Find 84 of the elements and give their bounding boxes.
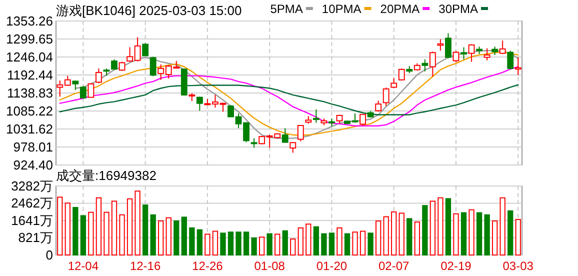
- y-tick-label: 924.40: [13, 158, 53, 172]
- bar: [321, 233, 327, 256]
- y-tick-label: 1031.62: [6, 122, 53, 136]
- legend-label: 20PMA: [380, 2, 420, 16]
- candlestick: [96, 68, 102, 84]
- y-tick-label: 1641万: [11, 213, 53, 228]
- legend-label: 5PMA: [270, 2, 303, 16]
- candlestick: [250, 138, 258, 148]
- bar: [80, 215, 86, 256]
- bar: [406, 218, 412, 256]
- candlestick: [398, 68, 405, 82]
- bar: [236, 232, 242, 256]
- x-tick-label: 02-19: [440, 259, 472, 273]
- candlestick: [468, 44, 475, 62]
- candlestick: [452, 50, 460, 63]
- candlestick: [282, 128, 288, 144]
- candlestick: [460, 46, 467, 60]
- candlestick: [118, 61, 126, 72]
- x-tick-label: 01-08: [254, 259, 286, 273]
- bar: [422, 205, 428, 256]
- candlestick: [80, 85, 86, 100]
- candlestick: [375, 100, 382, 112]
- chart-title: 成交量:16949382: [56, 168, 156, 183]
- candlestick: [507, 50, 514, 70]
- y-tick-label: 1085.22: [6, 104, 53, 118]
- x-tick-label: 12-04: [68, 259, 99, 273]
- bar: [243, 232, 250, 256]
- bar: [313, 226, 320, 256]
- x-tick-label: 03-03: [502, 259, 534, 273]
- bar: [196, 229, 203, 256]
- candlestick: [437, 38, 444, 52]
- bar: [72, 206, 78, 256]
- bar: [150, 214, 156, 256]
- candlestick: [297, 125, 304, 142]
- y-tick-label: 1192.44: [6, 68, 53, 82]
- y-tick-label: 2462万: [11, 196, 53, 211]
- bar: [174, 220, 180, 256]
- y-tick-label: 3282万: [11, 178, 53, 194]
- candlestick: [360, 114, 366, 126]
- candlestick: [445, 32, 452, 59]
- candlestick: [88, 82, 94, 98]
- bar: [266, 233, 272, 256]
- candlestick: [429, 51, 436, 77]
- candlestick: [422, 58, 428, 72]
- bar: [189, 227, 195, 256]
- candlestick: [142, 42, 149, 57]
- bar: [508, 210, 514, 256]
- y-tick-label: 0: [46, 248, 53, 262]
- bar: [220, 232, 226, 256]
- bar: [328, 232, 335, 256]
- bar: [251, 237, 257, 256]
- y-tick-label: 1299.65: [6, 32, 53, 46]
- y-tick-label: 821万: [18, 230, 53, 246]
- bar: [344, 233, 350, 256]
- legend-label: 10PMA: [322, 2, 362, 16]
- x-tick-label: 02-07: [378, 259, 410, 273]
- candlestick: [390, 78, 398, 89]
- legend-label: 30PMA: [438, 2, 478, 16]
- bar: [228, 232, 234, 256]
- bar: [142, 204, 148, 256]
- candlestick: [312, 108, 320, 124]
- candlestick: [111, 58, 118, 70]
- bar: [476, 212, 482, 256]
- candlestick: [382, 87, 390, 107]
- x-tick-label: 01-20: [316, 259, 348, 273]
- candlestick: [499, 40, 506, 54]
- bar: [445, 198, 452, 256]
- candlestick: [196, 96, 203, 112]
- bar: [181, 216, 187, 256]
- x-tick-label: 12-16: [130, 259, 161, 273]
- line-series: [59, 84, 519, 116]
- candlestick: [72, 80, 79, 90]
- y-tick-label: 1138.83: [6, 86, 53, 100]
- y-tick-label: 1246.04: [6, 50, 53, 64]
- candlestick: [484, 48, 490, 61]
- y-tick-label: 978.01: [13, 140, 53, 154]
- bar: [460, 212, 467, 256]
- x-tick-label: 12-26: [192, 259, 224, 273]
- y-tick-label: 1353.26: [6, 14, 53, 28]
- candlestick: [150, 56, 156, 77]
- chart-title: 游戏[BK1046] 2025-03-03 15:00: [56, 3, 242, 18]
- bar: [484, 214, 490, 256]
- bar: [368, 232, 374, 256]
- bar: [282, 230, 288, 256]
